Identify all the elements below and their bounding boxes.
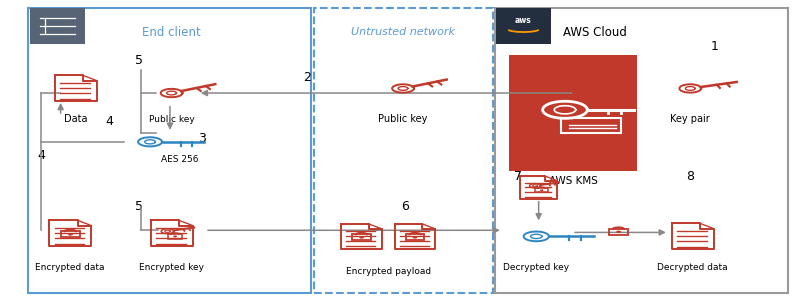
Text: Encrypted key: Encrypted key [139,263,204,272]
Bar [352,235,371,240]
Text: 3: 3 [198,132,206,145]
Text: 5: 5 [135,54,143,67]
Text: Decrypted key: Decrypted key [504,263,569,272]
Text: Encrypted payload: Encrypted payload [346,267,431,277]
Bar [561,118,621,133]
Text: 4: 4 [38,149,45,162]
Bar [509,55,637,171]
Bar [405,235,425,240]
Text: End client: End client [142,26,201,38]
Bar [28,8,311,293]
Text: AES 256: AES 256 [161,155,198,164]
Bar [495,8,788,293]
Text: 2: 2 [303,71,311,84]
Bar [496,8,551,44]
Bar [535,188,548,192]
Text: Key pair: Key pair [670,114,710,124]
Text: aws: aws [516,16,531,25]
Bar [61,231,80,237]
Text: AWS Cloud: AWS Cloud [563,26,626,38]
Bar [168,234,182,239]
Text: 8: 8 [686,170,694,183]
Text: Data: Data [64,114,88,124]
Text: Encrypted data: Encrypted data [35,263,105,272]
Text: 4: 4 [105,115,113,128]
Text: Public key: Public key [378,114,428,124]
Text: 5: 5 [135,200,143,214]
Bar [30,8,85,44]
Bar [609,229,628,235]
Text: AWS KMS: AWS KMS [548,177,598,186]
Text: 7: 7 [514,170,522,183]
Text: 1: 1 [710,40,718,53]
Text: 6: 6 [401,200,409,214]
Text: Untrusted network: Untrusted network [351,27,455,37]
Bar [314,8,493,293]
Text: Public key: Public key [148,115,195,124]
Text: Decrypted data: Decrypted data [658,263,728,272]
